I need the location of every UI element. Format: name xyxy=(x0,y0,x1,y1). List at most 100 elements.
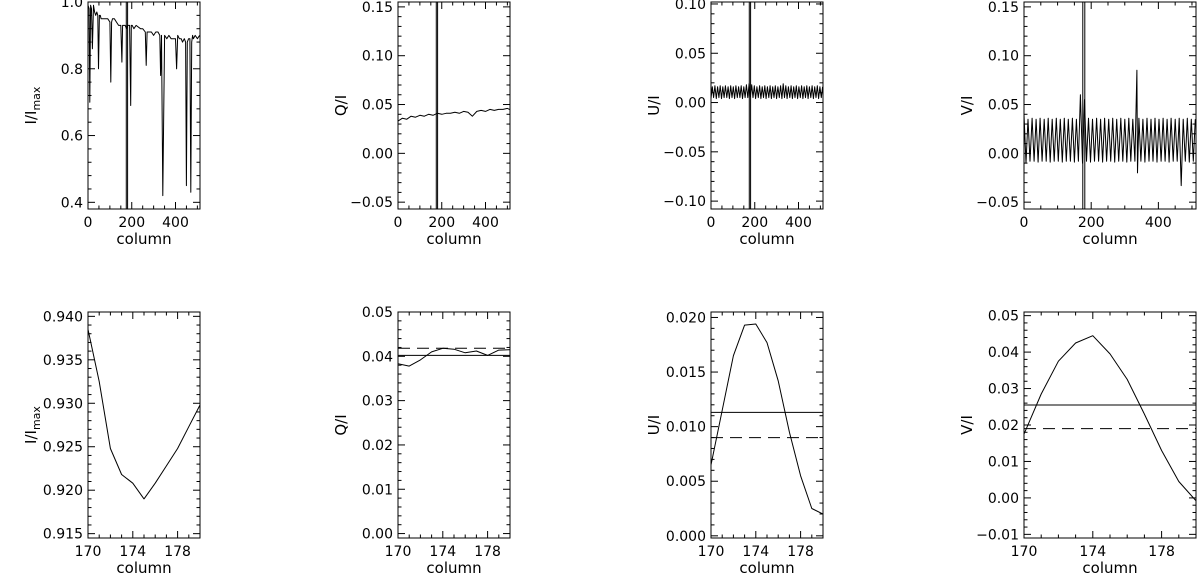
y-tick-label: 0.8 xyxy=(61,62,83,78)
plot-frame xyxy=(397,311,511,539)
x-axis-title: column xyxy=(116,230,171,248)
x-tick-label: 0 xyxy=(1020,215,1029,231)
y-tick-label: 1.0 xyxy=(61,0,83,11)
y-axis-title: Q/I xyxy=(332,414,350,435)
panel-stokes-i-full: 0 200 400 0.4 0.6 0.8 1.0 column I/Imax xyxy=(22,0,201,248)
y-tick-label: 0.04 xyxy=(988,345,1019,361)
x-tick-label: 200 xyxy=(428,215,455,231)
x-tick-label: 178 xyxy=(787,544,814,560)
x-tick-label: 178 xyxy=(1148,544,1175,560)
x-axis-title: column xyxy=(1082,559,1137,574)
panel-stokes-i-zoom: 170 174 178 0.915 0.920 0.925 0.930 0.935 0.940 c… xyxy=(22,309,201,574)
data-area xyxy=(398,347,510,367)
plot-frame xyxy=(1023,1,1197,210)
panel-stokes-v-full: 0 200 400 −0.05 0.00 0.05 0.10 0.15 column V/I xyxy=(958,0,1197,248)
y-tick-label: 0.05 xyxy=(988,309,1019,325)
data-area xyxy=(1024,2,1196,209)
x-tick-label: 170 xyxy=(75,544,102,560)
data-area xyxy=(711,323,823,515)
x-tick-label: 0 xyxy=(84,215,93,231)
y-tick-label: 0.925 xyxy=(43,440,83,456)
y-tick-label: 0.05 xyxy=(988,98,1019,114)
x-axis-title: column xyxy=(426,230,481,248)
y-tick-label: 0.01 xyxy=(988,454,1019,470)
plot-frame xyxy=(397,1,511,210)
x-axis-title: column xyxy=(426,559,481,574)
plot-frame xyxy=(710,311,824,539)
y-tick-label: 0.00 xyxy=(362,146,393,162)
x-tick-label: 170 xyxy=(385,544,412,560)
y-tick-label: 0.000 xyxy=(666,529,706,545)
x-tick-label: 400 xyxy=(1145,215,1172,231)
x-tick-label: 170 xyxy=(1011,544,1038,560)
panel-stokes-q-full: 0 200 400 −0.05 0.00 0.05 0.10 0.15 column Q/I xyxy=(332,0,511,248)
x-axis-title: column xyxy=(739,559,794,574)
y-tick-label: −0.05 xyxy=(663,145,706,161)
y-tick-label: 0.4 xyxy=(61,195,83,211)
x-tick-label: 400 xyxy=(162,215,189,231)
y-tick-label: 0.02 xyxy=(988,418,1019,434)
data-area xyxy=(711,2,823,209)
data-area xyxy=(398,2,510,209)
y-tick-label: 0.00 xyxy=(675,96,706,112)
panel-stokes-q-zoom: 170 174 178 0.00 0.01 0.02 0.03 0.04 0.05 column Q… xyxy=(332,305,511,574)
series-line-v xyxy=(1024,69,1196,187)
x-tick-label: 200 xyxy=(118,215,145,231)
x-tick-label: 400 xyxy=(472,215,499,231)
x-axis-title: column xyxy=(739,230,794,248)
y-tick-label: −0.10 xyxy=(663,194,706,210)
y-tick-label: 0.05 xyxy=(362,98,393,114)
y-tick-label: 0.05 xyxy=(675,46,706,62)
x-axis-title: column xyxy=(1082,230,1137,248)
y-tick-label: −0.01 xyxy=(976,527,1019,543)
y-axis-title: U/I xyxy=(645,415,663,435)
y-tick-label: 0.02 xyxy=(362,438,393,454)
series-line-q xyxy=(398,347,510,367)
plot-frame xyxy=(710,1,824,210)
plot-frame xyxy=(1023,311,1197,539)
y-tick-label: 0.03 xyxy=(362,394,393,410)
plot-frame xyxy=(87,1,201,210)
y-tick-label: 0.00 xyxy=(988,491,1019,507)
y-tick-label: 0.00 xyxy=(988,146,1019,162)
y-tick-label: −0.05 xyxy=(350,195,393,211)
series-line-v xyxy=(1024,335,1196,502)
y-axis-title: U/I xyxy=(645,95,663,115)
x-tick-label: 170 xyxy=(698,544,725,560)
y-tick-label: 0.03 xyxy=(988,382,1019,398)
data-area xyxy=(88,329,200,500)
x-tick-label: 174 xyxy=(1079,544,1106,560)
x-tick-label: 200 xyxy=(1078,215,1105,231)
x-tick-label: 178 xyxy=(164,544,191,560)
x-tick-label: 400 xyxy=(785,215,812,231)
y-tick-label: 0.10 xyxy=(988,49,1019,65)
series-line-u xyxy=(711,83,823,100)
panel-stokes-u-full: 0 200 400 −0.10 −0.05 0.00 0.05 0.10 column U/I xyxy=(645,0,824,248)
series-line-i xyxy=(88,4,200,197)
y-tick-label: 0.15 xyxy=(988,0,1019,16)
y-tick-label: 0.10 xyxy=(362,49,393,65)
y-tick-label: 0.6 xyxy=(61,129,83,145)
series-line-i xyxy=(88,329,200,500)
x-tick-label: 174 xyxy=(429,544,456,560)
data-area xyxy=(88,2,200,209)
y-tick-label: 0.04 xyxy=(362,349,393,365)
y-axis-title: I/Imax xyxy=(22,86,43,124)
x-tick-label: 200 xyxy=(741,215,768,231)
series-line-u xyxy=(711,323,823,515)
plot-frame xyxy=(87,311,201,539)
y-tick-label: 0.15 xyxy=(362,0,393,16)
y-tick-label: 0.05 xyxy=(362,305,393,321)
y-tick-label: 0.920 xyxy=(43,483,83,499)
series-line-q xyxy=(398,107,510,122)
y-tick-label: 0.935 xyxy=(43,353,83,369)
x-tick-label: 178 xyxy=(474,544,501,560)
y-tick-label: 0.005 xyxy=(666,474,706,490)
y-tick-label: 0.01 xyxy=(362,482,393,498)
x-tick-label: 0 xyxy=(394,215,403,231)
y-axis-title: V/I xyxy=(958,96,976,116)
y-tick-label: 0.010 xyxy=(666,420,706,436)
y-tick-label: 0.020 xyxy=(666,310,706,326)
x-axis-title: column xyxy=(116,559,171,574)
